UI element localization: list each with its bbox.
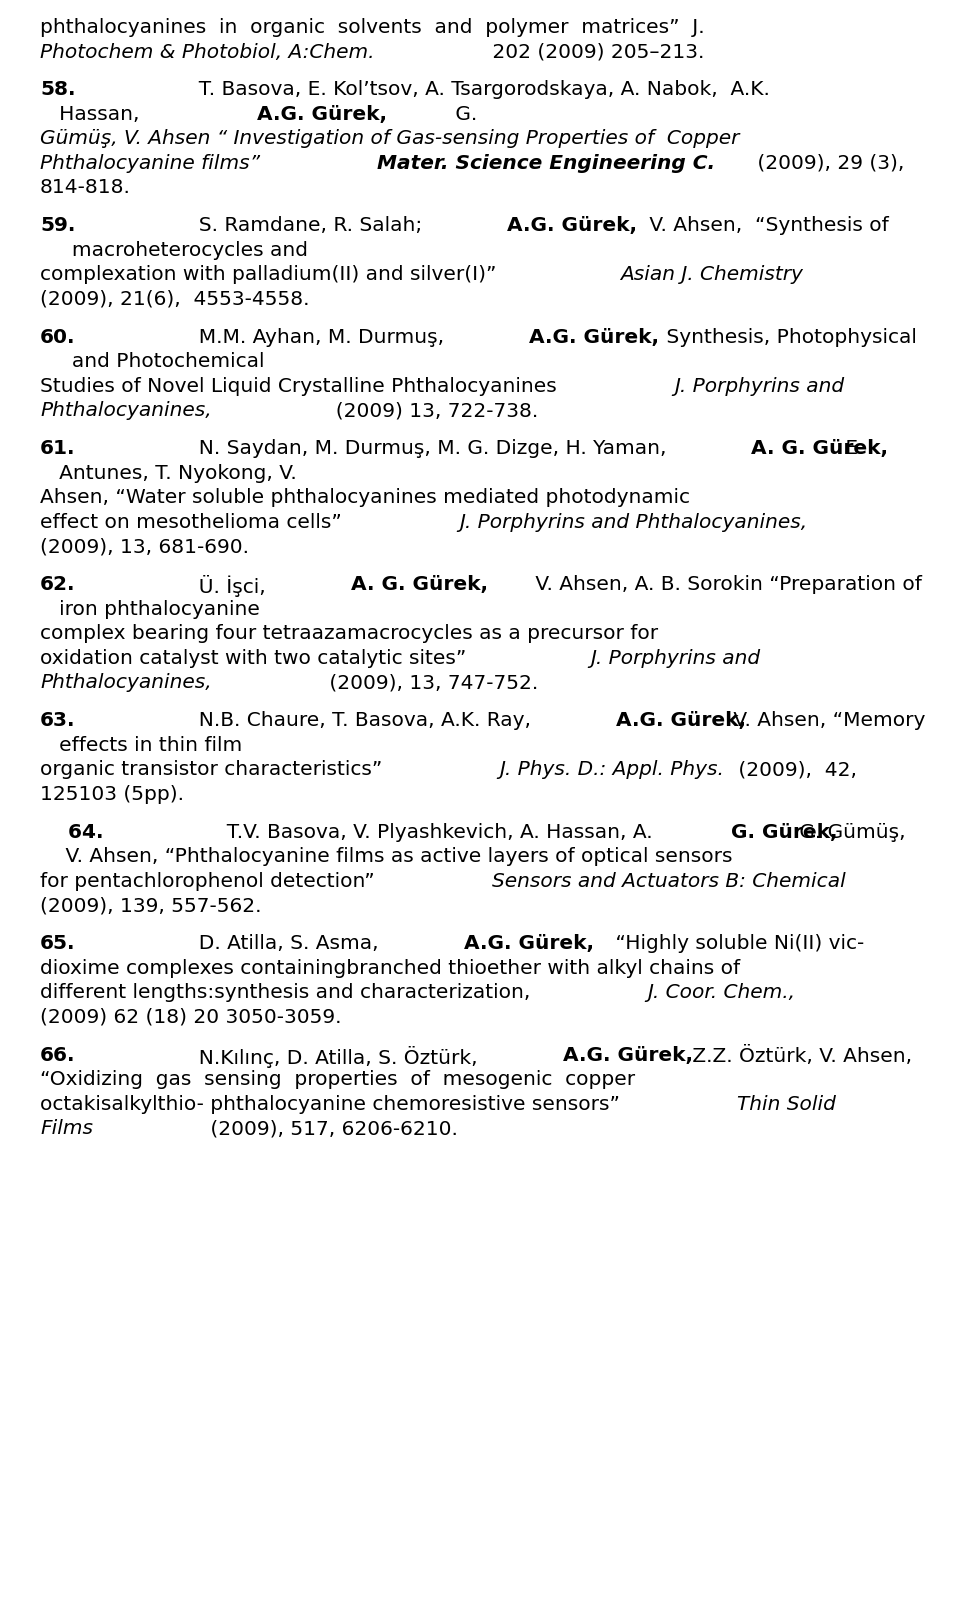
- Text: Studies of Novel Liquid Crystalline Phthalocyanines: Studies of Novel Liquid Crystalline Phth…: [40, 377, 564, 396]
- Text: A.G. Gürek,: A.G. Gürek,: [616, 711, 746, 730]
- Text: (2009), 29 (3),: (2009), 29 (3),: [751, 153, 904, 172]
- Text: A. G. Gürek,: A. G. Gürek,: [350, 575, 488, 594]
- Text: complexation with palladium(II) and silver(I)”: complexation with palladium(II) and silv…: [40, 265, 509, 284]
- Text: V. Ahsen, “Memory: V. Ahsen, “Memory: [728, 711, 925, 730]
- Text: J. Phys. D.: Appl. Phys.: J. Phys. D.: Appl. Phys.: [499, 760, 725, 779]
- Text: (2009), 139, 557-562.: (2009), 139, 557-562.: [40, 896, 261, 915]
- Text: (2009), 517, 6206-6210.: (2009), 517, 6206-6210.: [204, 1119, 458, 1139]
- Text: Antunes, T. Nyokong, V.: Antunes, T. Nyokong, V.: [40, 463, 297, 482]
- Text: A.G. Gürek,: A.G. Gürek,: [529, 327, 659, 347]
- Text: 64.: 64.: [40, 822, 104, 842]
- Text: 59.: 59.: [40, 217, 76, 235]
- Text: Ahsen, “Water soluble phthalocyanines mediated photodynamic: Ahsen, “Water soluble phthalocyanines me…: [40, 489, 690, 508]
- Text: A.G. Gürek,: A.G. Gürek,: [563, 1046, 692, 1065]
- Text: organic transistor characteristics”: organic transistor characteristics”: [40, 760, 389, 779]
- Text: Z.Z. Öztürk, V. Ahsen,: Z.Z. Öztürk, V. Ahsen,: [686, 1046, 912, 1065]
- Text: Phthalocyanine films”: Phthalocyanine films”: [40, 153, 266, 172]
- Text: (2009), 13, 681-690.: (2009), 13, 681-690.: [40, 538, 249, 556]
- Text: Hassan,: Hassan,: [40, 105, 146, 125]
- Text: N.Kılınç, D. Atilla, S. Öztürk,: N.Kılınç, D. Atilla, S. Öztürk,: [186, 1046, 485, 1068]
- Text: Ü. İşci,: Ü. İşci,: [186, 575, 273, 597]
- Text: G. Gümüş,: G. Gümüş,: [793, 822, 906, 842]
- Text: iron phthalocyanine: iron phthalocyanine: [40, 600, 260, 620]
- Text: effects in thin film: effects in thin film: [40, 736, 242, 755]
- Text: 65.: 65.: [40, 934, 76, 953]
- Text: G. Gürek,: G. Gürek,: [732, 822, 838, 842]
- Text: A.G. Gürek,: A.G. Gürek,: [464, 934, 593, 953]
- Text: N. Saydan, M. Durmuş, M. G. Dizge, H. Yaman,: N. Saydan, M. Durmuş, M. G. Dizge, H. Ya…: [186, 439, 673, 458]
- Text: Asian J. Chemistry: Asian J. Chemistry: [620, 265, 803, 284]
- Text: 202 (2009) 205–213.: 202 (2009) 205–213.: [486, 43, 704, 62]
- Text: (2009),  42,: (2009), 42,: [732, 760, 857, 779]
- Text: for pentachlorophenol detection”: for pentachlorophenol detection”: [40, 872, 381, 891]
- Text: macroheterocycles and: macroheterocycles and: [40, 241, 308, 260]
- Text: S. Ramdane, R. Salah;: S. Ramdane, R. Salah;: [186, 217, 429, 235]
- Text: Phthalocyanines,: Phthalocyanines,: [40, 401, 211, 420]
- Text: Phthalocyanines,: Phthalocyanines,: [40, 674, 211, 693]
- Text: Films: Films: [40, 1119, 93, 1139]
- Text: J. Porphyrins and Phthalocyanines,: J. Porphyrins and Phthalocyanines,: [459, 513, 807, 532]
- Text: A. G. Gürek,: A. G. Gürek,: [752, 439, 888, 458]
- Text: oxidation catalyst with two catalytic sites”: oxidation catalyst with two catalytic si…: [40, 648, 479, 668]
- Text: 62.: 62.: [40, 575, 76, 594]
- Text: J. Porphyrins and: J. Porphyrins and: [674, 377, 844, 396]
- Text: V. Ahsen, A. B. Sorokin “Preparation of: V. Ahsen, A. B. Sorokin “Preparation of: [529, 575, 922, 594]
- Text: Thin Solid: Thin Solid: [737, 1096, 836, 1113]
- Text: 58.: 58.: [40, 80, 76, 99]
- Text: G.: G.: [449, 105, 477, 125]
- Text: octakisalkylthio- phthalocyanine chemoresistive sensors”: octakisalkylthio- phthalocyanine chemore…: [40, 1096, 626, 1113]
- Text: E.: E.: [839, 439, 865, 458]
- Text: Mater. Science Engineering C.: Mater. Science Engineering C.: [377, 153, 715, 172]
- Text: 66.: 66.: [40, 1046, 76, 1065]
- Text: complex bearing four tetraazamacrocycles as a precursor for: complex bearing four tetraazamacrocycles…: [40, 624, 659, 644]
- Text: phthalocyanines  in  organic  solvents  and  polymer  matrices”  J.: phthalocyanines in organic solvents and …: [40, 18, 705, 37]
- Text: Sensors and Actuators B: Chemical: Sensors and Actuators B: Chemical: [492, 872, 846, 891]
- Text: (2009) 13, 722-738.: (2009) 13, 722-738.: [323, 401, 538, 420]
- Text: D. Atilla, S. Asma,: D. Atilla, S. Asma,: [186, 934, 386, 953]
- Text: (2009), 21(6),  4553-4558.: (2009), 21(6), 4553-4558.: [40, 291, 309, 308]
- Text: 61.: 61.: [40, 439, 76, 458]
- Text: T. Basova, E. Kol’tsov, A. Tsargorodskaya, A. Nabok,  A.K.: T. Basova, E. Kol’tsov, A. Tsargorodskay…: [186, 80, 770, 99]
- Text: different lengths:synthesis and characterization,: different lengths:synthesis and characte…: [40, 984, 537, 1003]
- Text: Gümüş, V. Ahsen “ Investigation of Gas-sensing Properties of  Copper: Gümüş, V. Ahsen “ Investigation of Gas-s…: [40, 129, 739, 149]
- Text: N.B. Chaure, T. Basova, A.K. Ray,: N.B. Chaure, T. Basova, A.K. Ray,: [186, 711, 538, 730]
- Text: A.G. Gürek,: A.G. Gürek,: [257, 105, 387, 125]
- Text: V. Ahsen,  “Synthesis of: V. Ahsen, “Synthesis of: [643, 217, 889, 235]
- Text: effect on mesothelioma cells”: effect on mesothelioma cells”: [40, 513, 348, 532]
- Text: (2009), 13, 747-752.: (2009), 13, 747-752.: [323, 674, 538, 693]
- Text: dioxime complexes containingbranched thioether with alkyl chains of: dioxime complexes containingbranched thi…: [40, 958, 740, 977]
- Text: (2009) 62 (18) 20 3050-3059.: (2009) 62 (18) 20 3050-3059.: [40, 1008, 342, 1027]
- Text: “Oxidizing  gas  sensing  properties  of  mesogenic  copper: “Oxidizing gas sensing properties of mes…: [40, 1070, 636, 1089]
- Text: Synthesis, Photophysical: Synthesis, Photophysical: [660, 327, 917, 347]
- Text: 63.: 63.: [40, 711, 76, 730]
- Text: J. Porphyrins and: J. Porphyrins and: [590, 648, 760, 668]
- Text: A.G. Gürek,: A.G. Gürek,: [507, 217, 637, 235]
- Text: 814-818.: 814-818.: [40, 179, 131, 198]
- Text: J. Coor. Chem.,: J. Coor. Chem.,: [648, 984, 796, 1003]
- Text: M.M. Ayhan, M. Durmuş,: M.M. Ayhan, M. Durmuş,: [186, 327, 451, 347]
- Text: 125103 (5pp).: 125103 (5pp).: [40, 784, 184, 803]
- Text: “Highly soluble Ni(II) vic-: “Highly soluble Ni(II) vic-: [610, 934, 865, 953]
- Text: Photochem & Photobiol, A:Chem.: Photochem & Photobiol, A:Chem.: [40, 43, 374, 62]
- Text: and Photochemical: and Photochemical: [40, 353, 265, 372]
- Text: 60.: 60.: [40, 327, 76, 347]
- Text: T.V. Basova, V. Plyashkevich, A. Hassan, A.: T.V. Basova, V. Plyashkevich, A. Hassan,…: [214, 822, 660, 842]
- Text: V. Ahsen, “Phthalocyanine films as active layers of optical sensors: V. Ahsen, “Phthalocyanine films as activ…: [40, 848, 732, 866]
